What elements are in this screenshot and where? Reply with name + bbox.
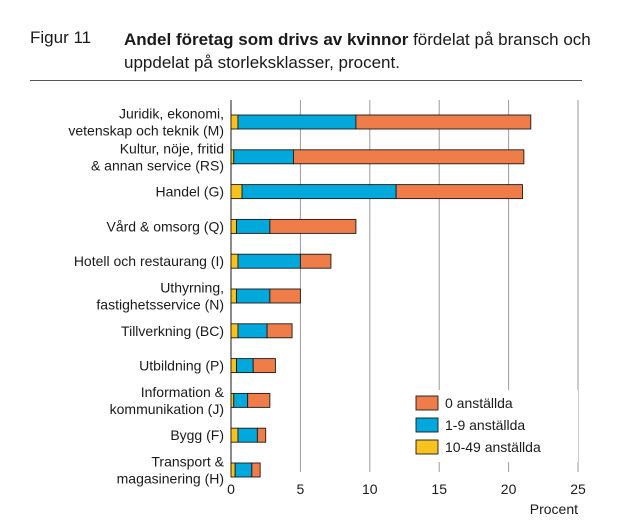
category-label-line: Tillverkning (BC)	[121, 323, 224, 339]
bar-segment	[236, 218, 271, 234]
bar-segment	[269, 288, 301, 304]
bar-segment	[230, 114, 239, 130]
bar-segment	[233, 149, 294, 165]
category-label: Juridik, ekonomi, vetenskap och teknik (M…	[68, 106, 224, 139]
category-label: Bygg (F)	[170, 427, 224, 443]
x-tick-label: 5	[297, 481, 305, 497]
bar-segment	[237, 114, 357, 130]
bar-segment	[233, 392, 249, 408]
category-label-line: Hotell och restaurang (I)	[74, 253, 224, 269]
legend-swatch	[415, 417, 439, 433]
bar-segment	[236, 288, 271, 304]
bar-segment	[234, 462, 253, 478]
legend-swatch	[415, 395, 439, 411]
x-tick-label: 10	[362, 481, 378, 497]
bar-segment	[230, 253, 239, 269]
category-label: Utbildning (P)	[139, 358, 224, 374]
bar-segment	[266, 323, 293, 339]
figure-label: Figur 11	[30, 28, 92, 47]
bar-segment	[230, 462, 236, 478]
category-label: Hotell och restaurang (I)	[74, 253, 224, 269]
bar-segment	[230, 184, 243, 200]
bar-segment	[241, 184, 397, 200]
category-label: Uthyrning, fastighetsservice (N)	[96, 280, 224, 313]
bar-segment	[247, 392, 271, 408]
bar-segment	[237, 427, 258, 443]
category-label-line: vetenskap och teknik (M)	[68, 123, 224, 139]
category-label-line: Juridik, ekonomi,	[119, 106, 224, 122]
category-label: Handel (G)	[156, 184, 224, 200]
category-label-line: Transport &	[151, 454, 224, 470]
category-label-line: Bygg (F)	[170, 427, 224, 443]
bar-segment	[256, 427, 267, 443]
category-label-line: kommunikation (J)	[110, 401, 224, 417]
legend-swatch	[415, 439, 439, 455]
category-label: Transport & magasinering (H)	[117, 454, 225, 487]
category-label: Vård & omsorg (Q)	[107, 218, 224, 234]
category-label-line: Handel (G)	[156, 184, 224, 200]
bar-segment	[395, 184, 523, 200]
bar-segment	[230, 358, 238, 374]
bar-segment	[230, 218, 238, 234]
category-label: Tillverkning (BC)	[121, 323, 224, 339]
bar-segment	[230, 323, 239, 339]
category-label-line: Kultur, nöje, fritid	[120, 140, 224, 156]
category-label-line: magasinering (H)	[117, 471, 224, 487]
legend-label: 10-49 anställda	[445, 439, 541, 455]
bar-segment	[299, 253, 332, 269]
bar-segment	[269, 218, 357, 234]
bar-segment	[293, 149, 525, 165]
x-axis-title: Procent	[530, 501, 578, 517]
bar-segment	[230, 288, 238, 304]
title-divider	[30, 80, 582, 81]
x-tick-label: 25	[570, 481, 586, 497]
category-label: Kultur, nöje, fritid & annan service (RS)	[91, 140, 224, 173]
bar-segment	[355, 114, 532, 130]
chart-title-bold: Andel företag som drivs av kvinnor	[124, 30, 409, 49]
category-label-line: fastighetsservice (N)	[96, 297, 224, 313]
x-tick-label: 20	[501, 481, 517, 497]
bar-segment	[237, 323, 268, 339]
category-label-line: Utbildning (P)	[139, 358, 224, 374]
legend-label: 0 anställda	[445, 395, 513, 411]
chart-title-rest: fördelat på bransch och uppdelat på stor…	[124, 30, 591, 72]
bar-segment	[251, 462, 261, 478]
category-label-line: Uthyrning,	[160, 280, 224, 296]
chart-title: Andel företag som drivs av kvinnor förde…	[124, 28, 604, 74]
bar-segment	[230, 427, 239, 443]
category-label: Information & kommunikation (J)	[110, 384, 225, 417]
category-label-line: Vård & omsorg (Q)	[107, 218, 224, 234]
legend-label: 1-9 anställda	[445, 417, 525, 433]
bar-segment	[236, 358, 254, 374]
bar-segment	[252, 358, 276, 374]
category-label-line: Information &	[141, 384, 225, 400]
x-tick-label: 0	[227, 481, 235, 497]
x-tick-label: 15	[431, 481, 447, 497]
bar-segment	[237, 253, 301, 269]
category-label-line: & annan service (RS)	[91, 157, 224, 173]
